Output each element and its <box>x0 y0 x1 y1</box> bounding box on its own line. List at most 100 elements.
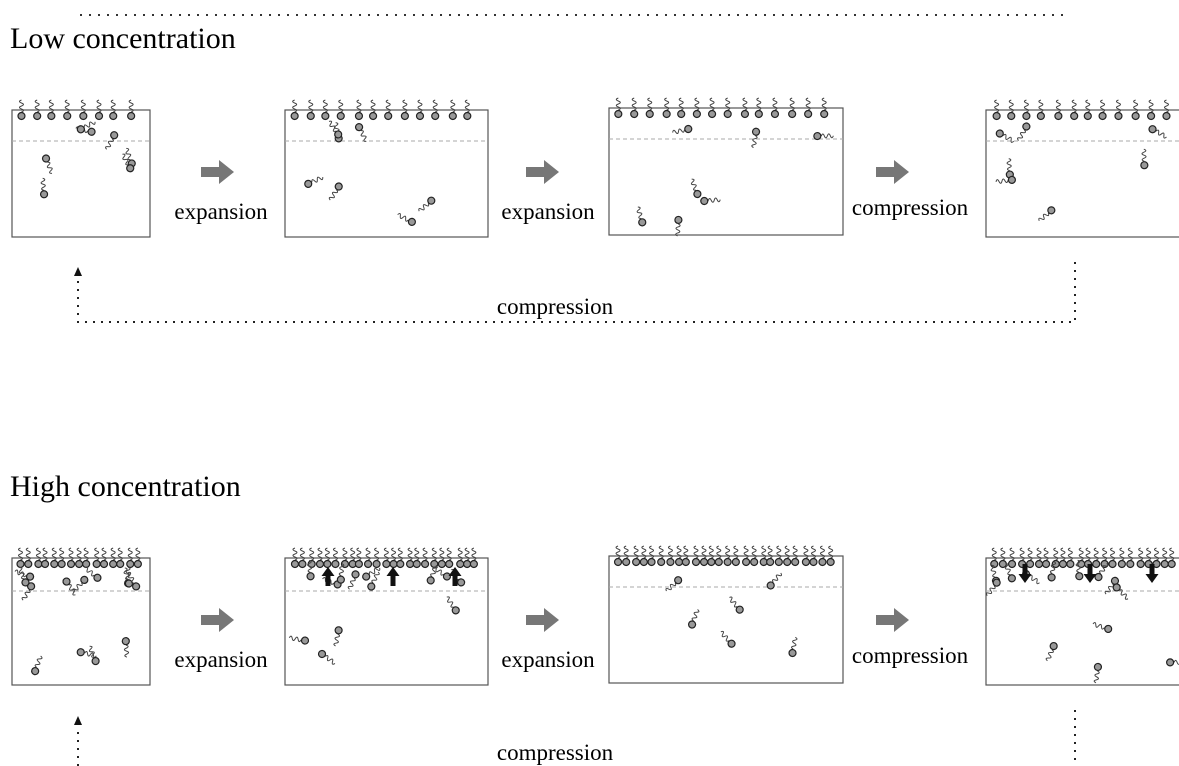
trough <box>609 556 843 683</box>
head <box>426 196 436 206</box>
head <box>1094 663 1102 671</box>
head <box>827 559 834 566</box>
head <box>700 197 708 205</box>
molecule <box>332 626 343 646</box>
molecule <box>788 637 798 657</box>
head <box>79 575 89 585</box>
head <box>623 559 630 566</box>
tail <box>719 630 730 642</box>
molecule <box>674 216 682 236</box>
trough <box>285 110 488 237</box>
head <box>735 605 745 615</box>
tail <box>418 202 430 213</box>
head <box>77 648 85 656</box>
tail <box>41 178 46 190</box>
molecule <box>1167 659 1179 666</box>
molecule <box>1140 149 1148 169</box>
head <box>307 113 314 120</box>
flux-arrow <box>322 567 335 586</box>
head <box>1036 561 1043 568</box>
tail <box>1038 211 1050 222</box>
head <box>367 582 376 591</box>
tail <box>334 634 340 647</box>
head <box>676 559 683 566</box>
head <box>724 559 731 566</box>
head <box>109 130 118 139</box>
molecule <box>417 196 436 214</box>
head <box>1043 561 1050 568</box>
head <box>708 559 715 566</box>
molecule <box>39 178 48 198</box>
head <box>1148 124 1158 134</box>
head <box>401 113 408 120</box>
step-arrow <box>526 608 559 632</box>
molecule <box>327 182 343 202</box>
head <box>766 581 776 591</box>
head <box>449 113 456 120</box>
head <box>692 559 699 566</box>
head <box>775 559 782 566</box>
head <box>334 182 344 192</box>
head <box>332 561 339 568</box>
head <box>87 128 95 136</box>
molecule <box>750 128 760 148</box>
head <box>663 111 670 118</box>
head <box>752 128 760 136</box>
head <box>337 576 344 583</box>
head <box>743 559 750 566</box>
tail <box>46 161 54 174</box>
return-arrowhead <box>74 716 82 725</box>
tail <box>1046 649 1054 662</box>
head <box>373 561 380 568</box>
step-arrow <box>526 160 559 184</box>
head <box>117 561 124 568</box>
tail <box>728 596 739 608</box>
head <box>383 561 390 568</box>
tail <box>359 130 368 143</box>
head <box>675 216 682 223</box>
tail <box>124 645 129 657</box>
head <box>1075 572 1083 580</box>
head <box>648 559 655 566</box>
head <box>457 561 464 568</box>
molecule <box>1148 124 1168 140</box>
tail <box>1092 622 1105 630</box>
head <box>64 113 71 120</box>
head <box>751 559 758 566</box>
molecule <box>814 132 834 139</box>
molecule <box>727 595 745 614</box>
head <box>51 561 58 568</box>
step-arrow <box>876 160 909 184</box>
head <box>1048 573 1056 581</box>
tail <box>1007 158 1012 170</box>
tail <box>1104 583 1114 595</box>
head <box>1023 113 1030 120</box>
tail <box>821 134 833 138</box>
head <box>1118 561 1125 568</box>
head <box>1046 205 1056 215</box>
head <box>993 113 1000 120</box>
head <box>68 561 75 568</box>
head <box>755 111 762 118</box>
head <box>110 113 117 120</box>
head <box>646 111 653 118</box>
head <box>122 637 129 644</box>
head <box>422 561 429 568</box>
flux-arrow <box>387 567 400 586</box>
tail <box>445 596 455 608</box>
head <box>416 113 423 120</box>
tail <box>996 178 1008 183</box>
head <box>615 111 622 118</box>
molecule <box>41 154 55 175</box>
head <box>42 561 49 568</box>
tail <box>18 567 26 580</box>
head <box>802 559 809 566</box>
head <box>1109 561 1116 568</box>
head <box>1009 561 1016 568</box>
tail <box>105 138 114 150</box>
molecule <box>700 196 720 205</box>
return-arrowhead <box>74 267 82 276</box>
head <box>1027 561 1034 568</box>
head <box>317 649 327 659</box>
head <box>682 559 689 566</box>
